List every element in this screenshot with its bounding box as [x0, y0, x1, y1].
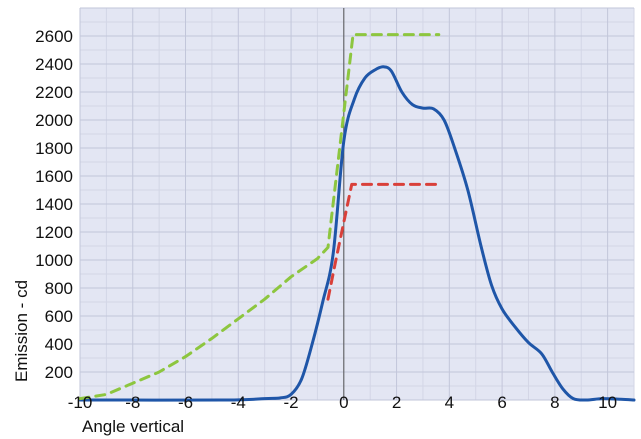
y-tick-label: 1000 — [35, 251, 73, 270]
x-tick-label: 8 — [550, 393, 559, 412]
y-tick-label: 200 — [45, 363, 73, 382]
x-tick-label: 0 — [339, 393, 348, 412]
y-axis-label: Emission - cd — [12, 280, 31, 382]
series-line-2 — [78, 33, 441, 401]
y-tick-label: 2600 — [35, 27, 73, 46]
x-tick-label: 2 — [392, 393, 401, 412]
y-tick-label: 400 — [45, 335, 73, 354]
series-line-3 — [326, 182, 438, 301]
x-tick-labels: -10 -8 -6 -4 -2 0 2 4 6 8 10 — [68, 393, 617, 412]
y-tick-labels: 200 400 600 800 1000 1200 1400 1600 1800 2000 2200… — [35, 27, 73, 382]
x-axis-label: Angle vertical — [82, 417, 184, 436]
y-tick-label: 1600 — [35, 167, 73, 186]
series-layer — [78, 33, 636, 402]
y-tick-label: 2000 — [35, 111, 73, 130]
x-tick-label: 4 — [445, 393, 454, 412]
x-tick-label: 6 — [497, 393, 506, 412]
x-tick-label: 10 — [598, 393, 617, 412]
x-tick-label: -10 — [68, 393, 93, 412]
x-tick-label: -2 — [283, 393, 298, 412]
series-line-1 — [78, 65, 636, 402]
x-tick-label: -6 — [178, 393, 193, 412]
y-tick-label: 1200 — [35, 223, 73, 242]
y-tick-label: 1800 — [35, 139, 73, 158]
y-tick-label: 600 — [45, 307, 73, 326]
y-tick-label: 2200 — [35, 83, 73, 102]
y-tick-label: 2400 — [35, 55, 73, 74]
x-tick-label: -8 — [125, 393, 140, 412]
x-tick-label: -4 — [231, 393, 246, 412]
y-tick-label: 1400 — [35, 195, 73, 214]
y-tick-label: 800 — [45, 279, 73, 298]
